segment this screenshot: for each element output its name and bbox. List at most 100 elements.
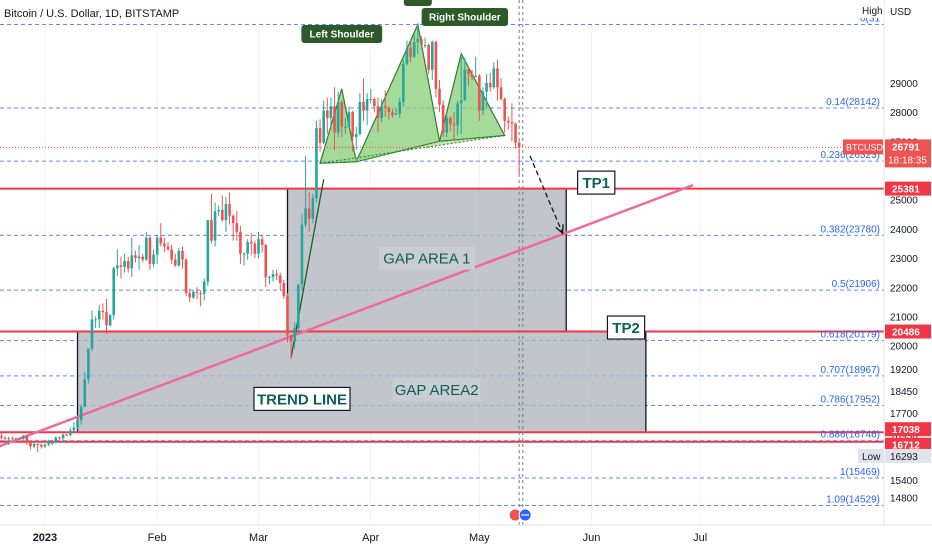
gap-area-1-label: GAP AREA 1	[383, 251, 470, 268]
high-badge: High	[862, 6, 883, 17]
tp2-label-box[interactable]	[606, 315, 646, 340]
candle-body	[224, 204, 228, 221]
candle-body	[514, 123, 517, 143]
candle-body	[478, 75, 481, 111]
fib-level-label: 0.14(28142)	[826, 97, 880, 108]
candle-body	[43, 444, 47, 447]
rally-line[interactable]	[290, 179, 325, 358]
head-label-box[interactable]	[403, 0, 432, 6]
time-axis[interactable]: 2023 Feb Mar Apr May Jun Jul	[0, 524, 932, 544]
candle-body	[271, 274, 275, 278]
candle-body	[344, 126, 347, 128]
candle-body	[188, 293, 192, 298]
head-and-shoulders-pattern[interactable]	[290, 22, 506, 358]
neckline-area[interactable]	[319, 134, 505, 164]
candle-body	[260, 239, 264, 245]
candle-body	[456, 103, 459, 126]
candle-body	[83, 379, 87, 408]
candle-body	[427, 44, 430, 70]
candle-body	[286, 296, 289, 336]
candle-body	[14, 438, 18, 440]
candle-body	[488, 82, 492, 88]
candle-body	[315, 128, 318, 199]
price-badge: 25381	[892, 185, 920, 196]
candle-body	[278, 275, 282, 283]
price-tick-label: 23000	[890, 254, 918, 265]
candle-body	[173, 259, 177, 266]
candle-body	[394, 113, 398, 116]
candle-body	[391, 112, 394, 116]
candle-body	[50, 442, 54, 444]
price-badge-bg	[885, 181, 931, 196]
candle-body	[166, 246, 170, 250]
right-shoulder-label-box[interactable]	[421, 8, 509, 26]
head-triangle[interactable]	[355, 22, 441, 163]
candle-body	[123, 261, 126, 267]
candle-body	[405, 47, 409, 64]
time-label: Feb	[148, 532, 167, 544]
candle-body	[380, 106, 383, 118]
horizontal-lines[interactable]	[0, 187, 884, 443]
candle-body	[459, 100, 463, 104]
candle-body	[11, 438, 14, 440]
left-shoulder-label: Left Shoulder	[310, 30, 375, 41]
candle-body	[449, 117, 452, 124]
tp1-label-box[interactable]	[577, 170, 616, 195]
fib-labels: 0(31 0.14(28142) 0.236(26323) 0.382(23780) 0…	[821, 14, 881, 506]
candle-body	[365, 98, 369, 111]
candle-body	[416, 39, 420, 43]
candle-body	[195, 291, 199, 294]
candle-body	[184, 259, 188, 294]
gap-area-2-label-box[interactable]	[392, 378, 481, 402]
candle-body	[210, 220, 213, 241]
time-label: 2023	[33, 532, 57, 544]
price-badge: 16712	[892, 441, 920, 452]
candle-body	[307, 208, 311, 219]
gap-areas[interactable]	[76, 187, 647, 433]
candle-body	[152, 254, 155, 264]
price-axis[interactable]: 2900028000270002500024000230002200021000…	[843, 0, 931, 525]
last-price-value: 26791	[892, 142, 920, 153]
candle-body	[134, 255, 137, 259]
candle-body	[268, 277, 271, 279]
candles	[0, 24, 521, 453]
currency-label[interactable]: USD	[890, 7, 911, 18]
candle-body	[202, 281, 206, 294]
gap-area-box[interactable]	[76, 330, 647, 433]
price-tick-label: 24000	[890, 225, 918, 236]
candle-body	[76, 420, 79, 428]
annotations[interactable]: GAP AREA 1 GAP AREA2 TP1 TP2 TREND LINE Left …	[0, 0, 884, 412]
low-label-bg	[858, 448, 884, 463]
candle-body	[369, 98, 373, 100]
candle-body	[97, 310, 101, 320]
candle-body	[467, 69, 470, 75]
candle-body	[112, 268, 116, 316]
candle-body	[217, 209, 220, 212]
price-tick-label: 16950	[890, 431, 918, 442]
candle-body	[402, 63, 405, 102]
fib-level-label: 0(31	[860, 14, 880, 25]
trend-line-label-box[interactable]	[253, 386, 351, 412]
gap-area-1-label-box[interactable]	[378, 246, 475, 270]
event-icons[interactable]	[508, 508, 532, 522]
candle-body	[239, 231, 242, 254]
fib-level-label: 0.618(20179)	[821, 329, 881, 340]
candle-body	[311, 198, 315, 219]
candle-body	[231, 215, 235, 224]
trend-line[interactable]	[0, 183, 694, 452]
candle-body	[373, 98, 376, 107]
candle-body	[18, 438, 21, 440]
candle-body	[304, 208, 307, 225]
candle-body	[68, 430, 72, 436]
candle-body	[503, 98, 506, 121]
target-arrow-line[interactable]	[529, 155, 564, 234]
candle-body	[423, 44, 427, 46]
target-arrow-head[interactable]	[555, 224, 564, 235]
left-shoulder-label-box[interactable]	[301, 25, 383, 43]
low-value-bg	[885, 448, 931, 463]
candle-body	[145, 237, 148, 260]
fib-level-label: 0.236(26323)	[821, 150, 881, 161]
trend-line-group[interactable]	[0, 183, 694, 452]
symbol-title[interactable]: Bitcoin / U.S. Dollar, 1D, BITSTAMP	[4, 8, 179, 20]
